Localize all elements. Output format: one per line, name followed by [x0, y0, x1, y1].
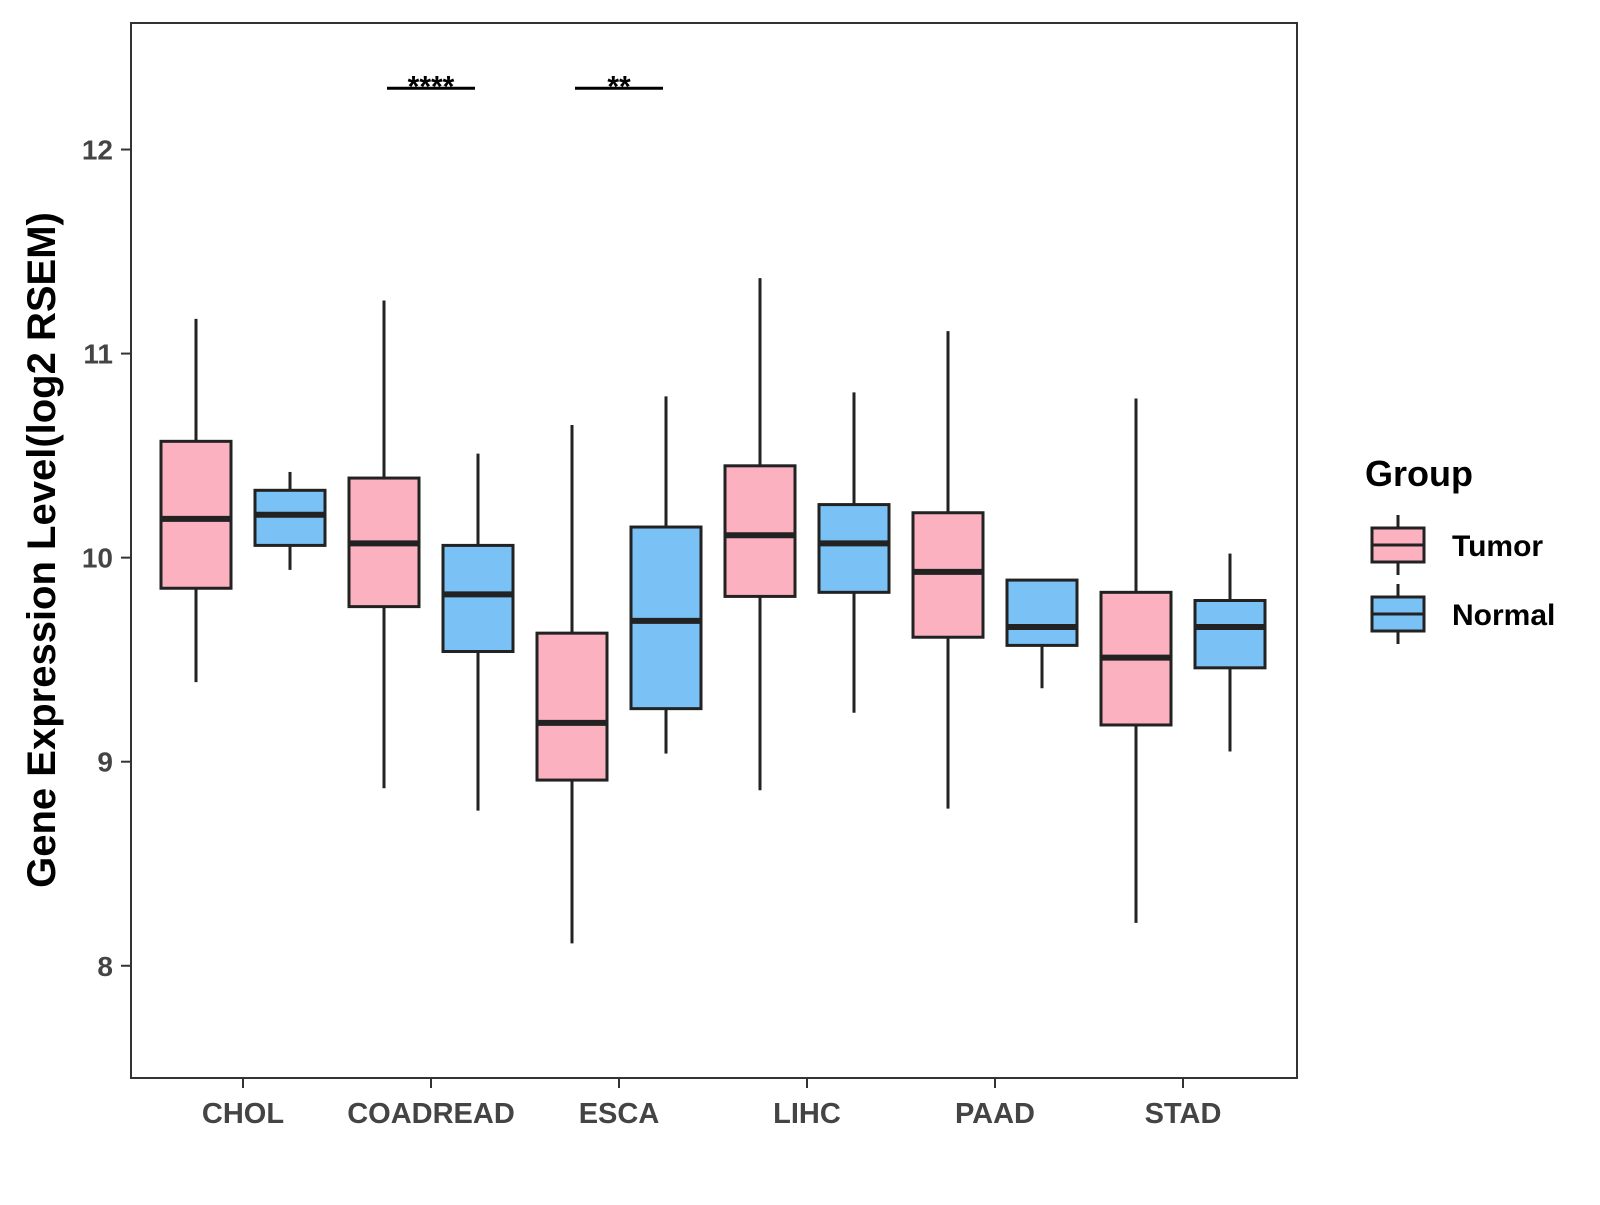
box-normal-chol	[253, 471, 327, 570]
box-layer	[159, 278, 1267, 944]
box-tumor-lihc	[723, 278, 797, 791]
significance-label: **	[607, 70, 631, 103]
box-normal-lihc	[817, 392, 891, 713]
x-tick-label: CHOL	[202, 1098, 284, 1130]
box-body	[1005, 578, 1079, 647]
box-tumor-paad	[911, 331, 985, 809]
y-axis-label: Gene Expression Level(log2 RSEM)	[20, 212, 64, 888]
box-tumor-coadread	[347, 300, 421, 789]
box-body	[535, 631, 609, 782]
box-tumor-chol	[159, 318, 233, 683]
y-tick-label: 12	[82, 135, 113, 166]
y-tick-label: 10	[82, 543, 113, 574]
box-body	[1193, 598, 1267, 670]
x-tick-label: PAAD	[955, 1098, 1035, 1130]
box-tumor-esca	[535, 425, 609, 944]
x-axis: CHOL COADREAD ESCA LIHC PAAD STAD	[202, 1078, 1221, 1130]
box-normal-paad	[1005, 578, 1079, 689]
box-body	[911, 511, 985, 639]
legend-item-tumor: Tumor	[1370, 515, 1543, 575]
legend: Group Tumor Normal	[1365, 453, 1555, 644]
y-tick-label: 8	[97, 951, 113, 982]
legend-label: Tumor	[1452, 530, 1543, 563]
box-tumor-stad	[1099, 398, 1173, 923]
x-tick-label: COADREAD	[347, 1098, 515, 1130]
legend-label: Normal	[1452, 599, 1555, 632]
x-tick-label: LIHC	[773, 1098, 841, 1130]
significance-label: ****	[408, 70, 455, 103]
x-tick-label: STAD	[1145, 1098, 1222, 1130]
box-body	[817, 503, 891, 594]
box-body	[723, 464, 797, 598]
x-tick-label: ESCA	[579, 1098, 660, 1130]
y-tick-label: 9	[97, 747, 113, 778]
plot-panel	[130, 22, 1298, 1079]
box-normal-coadread	[441, 453, 515, 811]
legend-item-normal: Normal	[1370, 584, 1555, 644]
box-body	[441, 543, 515, 654]
box-body	[629, 525, 703, 711]
significance-layer: **** **	[387, 70, 663, 103]
y-axis: 8 9 10 11 12	[82, 135, 131, 982]
box-normal-esca	[629, 396, 703, 754]
y-tick-label: 11	[83, 339, 113, 370]
legend-title: Group	[1365, 453, 1473, 494]
box-body	[253, 488, 327, 547]
box-normal-stad	[1193, 553, 1267, 752]
box-body	[159, 439, 233, 590]
